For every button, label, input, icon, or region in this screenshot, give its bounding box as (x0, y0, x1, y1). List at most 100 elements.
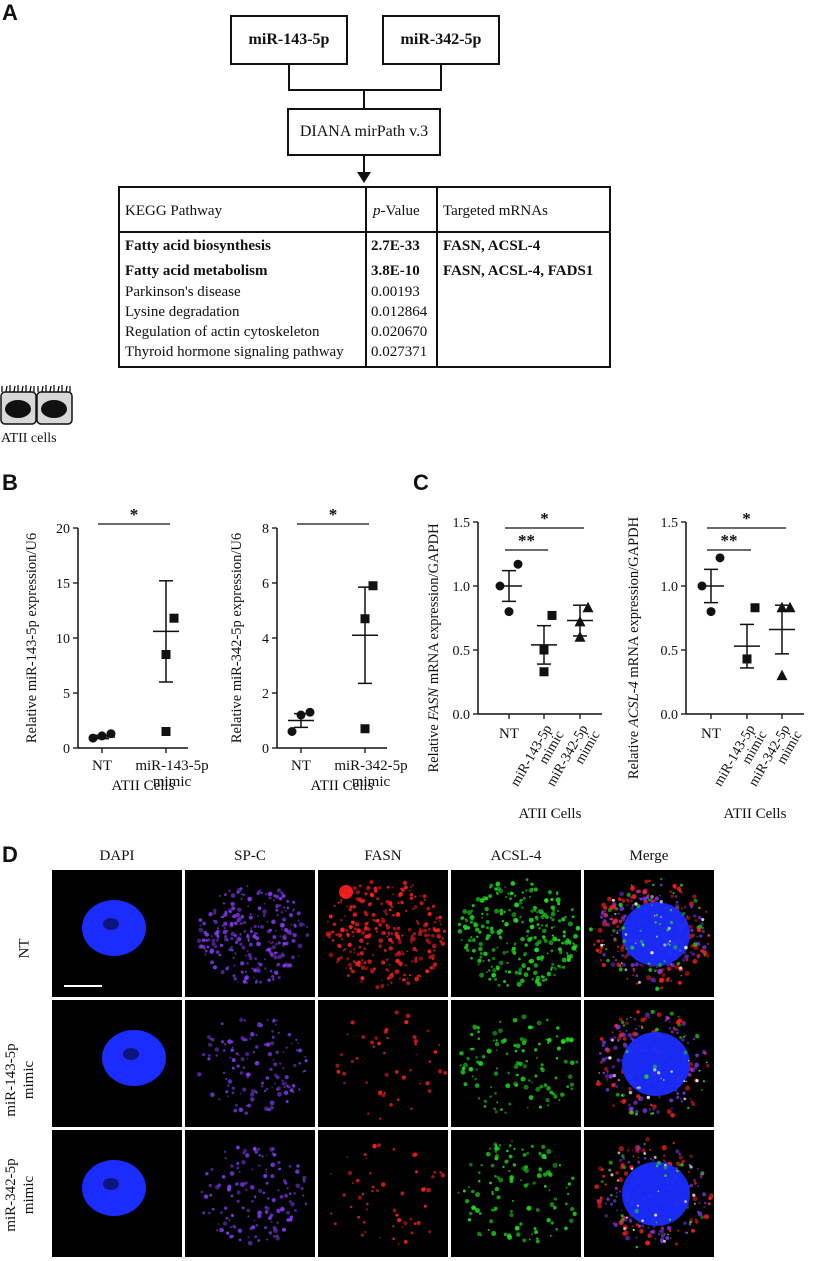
signal-dot (509, 891, 514, 896)
signal-dot (619, 891, 624, 897)
signal-dot (526, 1106, 529, 1109)
signal-dot (702, 945, 707, 950)
row-targets: FASN, ACSL-4, FADS1 (443, 263, 594, 279)
signal-dot (246, 933, 249, 936)
signal-dot (529, 924, 535, 930)
signal-dot (531, 1081, 534, 1084)
signal-dot (223, 893, 226, 897)
signal-dot (221, 1175, 226, 1179)
signal-dot (410, 941, 413, 944)
signal-dot (703, 1205, 706, 1209)
y-tick-label: 0 (63, 742, 70, 757)
signal-dot (492, 968, 497, 973)
signal-dot (604, 910, 607, 913)
significance-label: * (742, 509, 751, 528)
data-point (360, 724, 370, 734)
signal-dot (611, 1038, 615, 1042)
signal-dot (343, 1081, 346, 1085)
signal-dot (621, 1209, 623, 1212)
signal-dot (263, 958, 266, 961)
signal-dot (478, 946, 483, 952)
signal-dot (360, 930, 365, 935)
signal-dot (521, 921, 524, 924)
signal-dot (282, 1067, 285, 1070)
signal-dot (238, 1170, 241, 1173)
signal-dot (392, 1147, 396, 1151)
signal-dot (542, 975, 545, 979)
signal-dot (280, 910, 284, 914)
signal-dot (302, 923, 306, 926)
signal-dot (426, 1187, 431, 1193)
signal-dot (568, 957, 571, 960)
signal-dot (660, 916, 662, 918)
signal-dot (550, 905, 556, 910)
signal-dot (378, 944, 383, 949)
signal-dot (612, 1199, 617, 1203)
signal-dot (505, 1083, 511, 1089)
signal-dot (202, 1211, 206, 1215)
micrograph-spc (185, 1130, 315, 1257)
signal-dot (629, 1220, 632, 1223)
signal-dot (648, 968, 653, 972)
signal-dot (616, 931, 619, 935)
signal-dot (282, 1227, 287, 1232)
x-axis-label: ATII Cells (112, 778, 175, 794)
signal-dot (289, 929, 291, 931)
signal-dot (476, 935, 479, 939)
row-pvalue: 2.7E-33 (371, 238, 420, 254)
kegg-table: KEGG Pathway p-Value Targeted mRNAs Fatt… (118, 186, 611, 368)
signal-dot (532, 905, 538, 910)
signal-dot (561, 917, 566, 922)
signal-dot (632, 1155, 635, 1157)
signal-dot (344, 948, 347, 951)
signal-dot (621, 953, 625, 957)
signal-dot (618, 967, 623, 972)
y-axis-label: Relative FASN mRNA expression/GAPDH (426, 523, 442, 773)
x-tick-label: NT (291, 758, 311, 774)
signal-dot (651, 1030, 654, 1033)
signal-dot (646, 1095, 650, 1100)
signal-dot (237, 981, 239, 983)
signal-dot (625, 1021, 629, 1025)
signal-dot (291, 1083, 296, 1088)
signal-dot (279, 935, 282, 938)
signal-dot (491, 948, 496, 952)
signal-dot (265, 1042, 271, 1047)
signal-dot (611, 898, 615, 902)
micrograph-image (325, 879, 447, 990)
signal-dot (554, 968, 557, 971)
data-point (706, 607, 716, 617)
signal-dot (263, 902, 266, 905)
signal-dot (606, 1070, 609, 1073)
signal-dot (365, 1157, 368, 1159)
signal-dot (230, 901, 235, 907)
signal-dot (506, 961, 509, 965)
signal-dot (491, 1190, 494, 1194)
signal-dot (284, 1075, 289, 1080)
signal-dot (553, 1094, 558, 1099)
signal-dot (498, 932, 501, 935)
signal-dot (253, 1235, 258, 1239)
signal-dot (669, 979, 673, 982)
signal-dot (566, 1085, 570, 1089)
signal-dot (622, 1036, 627, 1041)
signal-dot (602, 1174, 606, 1178)
signal-dot (656, 1110, 660, 1114)
signal-dot (533, 887, 538, 892)
signal-dot (552, 1205, 557, 1210)
signal-dot (298, 922, 304, 927)
signal-dot (236, 890, 240, 895)
signal-dot (226, 1095, 229, 1098)
signal-dot (692, 942, 698, 947)
signal-dot (460, 1069, 466, 1075)
signal-dot (521, 898, 524, 901)
signal-dot (262, 909, 267, 914)
signal-dot (240, 970, 244, 974)
signal-dot (211, 1207, 215, 1211)
signal-dot (266, 947, 271, 952)
signal-dot (280, 952, 285, 957)
signal-dot (433, 1170, 437, 1174)
signal-dot (342, 1071, 347, 1076)
signal-dot (233, 1108, 238, 1113)
signal-dot (645, 1137, 650, 1142)
